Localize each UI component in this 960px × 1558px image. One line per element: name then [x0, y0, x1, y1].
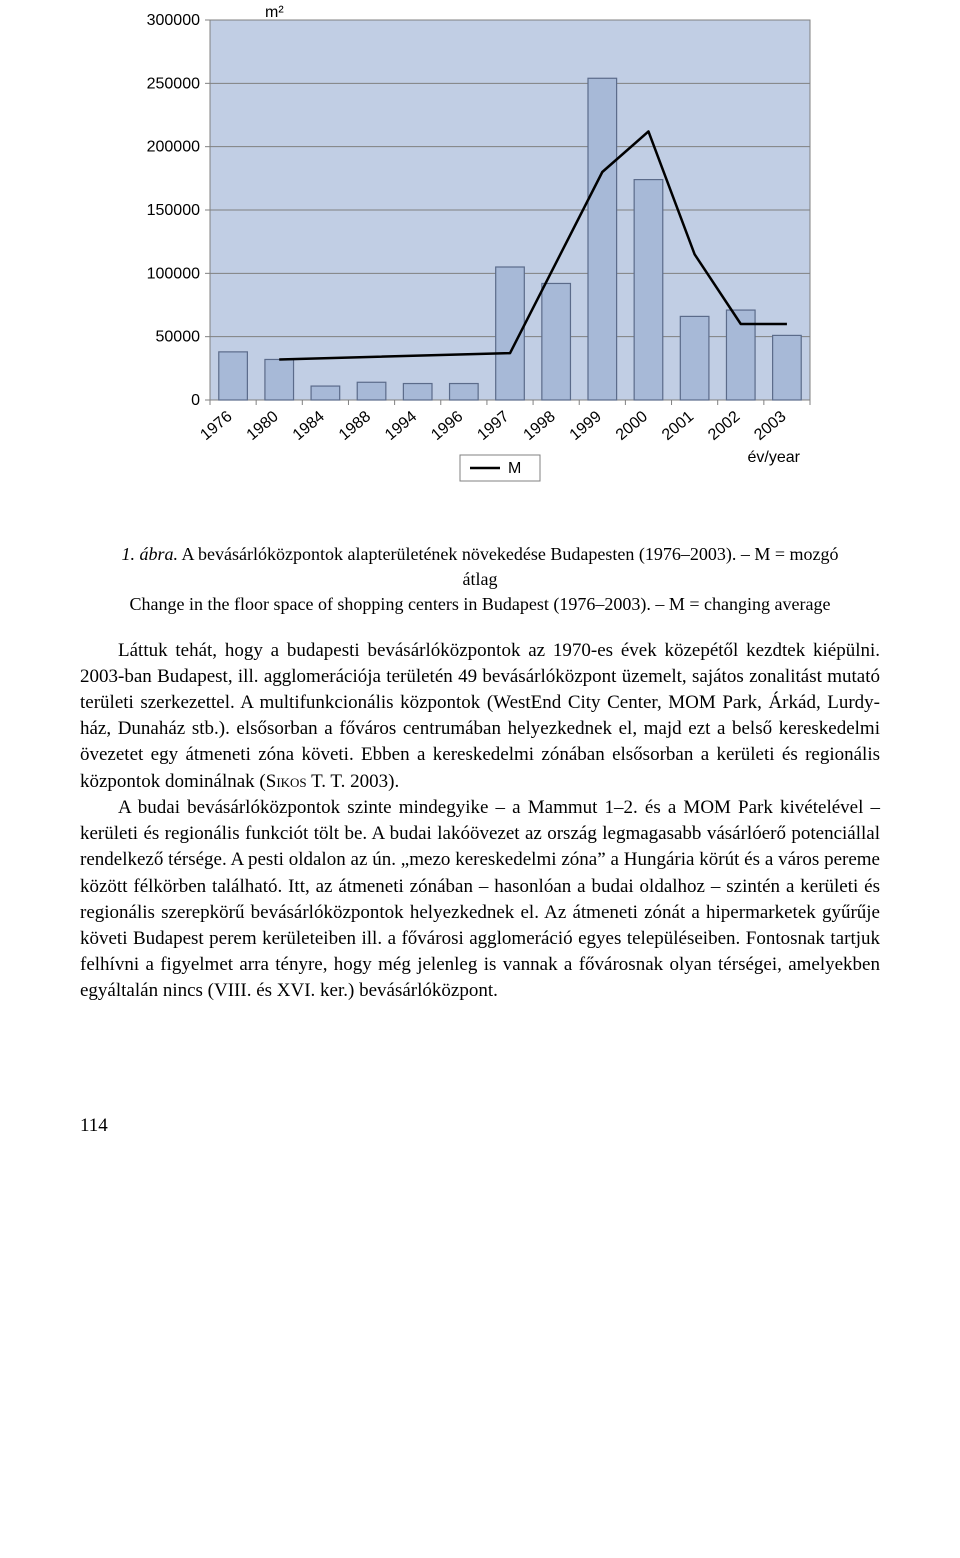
svg-text:300000: 300000	[147, 12, 200, 29]
svg-text:2001: 2001	[659, 408, 697, 444]
figure-caption: 1. ábra. A bevásárlóközpontok alapterüle…	[110, 542, 850, 618]
paragraph-1b: T. T. 2003).	[307, 771, 400, 792]
svg-text:1976: 1976	[197, 408, 235, 444]
caption-figure-label: 1. ábra.	[122, 544, 179, 564]
svg-text:200000: 200000	[147, 139, 200, 156]
svg-text:2002: 2002	[705, 408, 743, 444]
chart-container: m² 0 50000 100000 150000 200000 250000 300000 19…	[120, 0, 840, 530]
paragraph-2: A budai bevásárlóközpontok szinte mindeg…	[80, 795, 880, 1005]
svg-text:1980: 1980	[244, 408, 282, 444]
svg-text:150000: 150000	[147, 202, 200, 219]
svg-text:100000: 100000	[147, 265, 200, 282]
svg-text:0: 0	[191, 392, 200, 409]
svg-text:1984: 1984	[290, 408, 328, 444]
svg-text:év/year: év/year	[748, 449, 801, 466]
svg-text:1988: 1988	[336, 408, 374, 444]
page-number: 114	[80, 1115, 880, 1137]
caption-line2: Change in the floor space of shopping ce…	[110, 592, 850, 617]
svg-text:2003: 2003	[751, 408, 789, 444]
svg-text:1999: 1999	[567, 408, 605, 444]
body-text: Láttuk tehát, hogy a budapesti bevásárló…	[80, 638, 880, 1005]
svg-text:250000: 250000	[147, 75, 200, 92]
caption-line1: A bevásárlóközpontok alapterületének növ…	[178, 544, 838, 589]
svg-text:2000: 2000	[613, 408, 651, 444]
svg-text:m²: m²	[265, 4, 284, 21]
author-smallcaps: Sikos	[266, 771, 307, 792]
bar-line-chart: m² 0 50000 100000 150000 200000 250000 300000 19…	[120, 0, 840, 530]
svg-text:1994: 1994	[382, 408, 420, 444]
svg-text:1997: 1997	[474, 408, 512, 444]
svg-text:1998: 1998	[521, 408, 559, 444]
paragraph-1a: Láttuk tehát, hogy a budapesti bevásárló…	[80, 640, 880, 792]
svg-text:1996: 1996	[428, 408, 466, 444]
svg-text:50000: 50000	[156, 329, 201, 346]
svg-text:M: M	[508, 460, 521, 477]
